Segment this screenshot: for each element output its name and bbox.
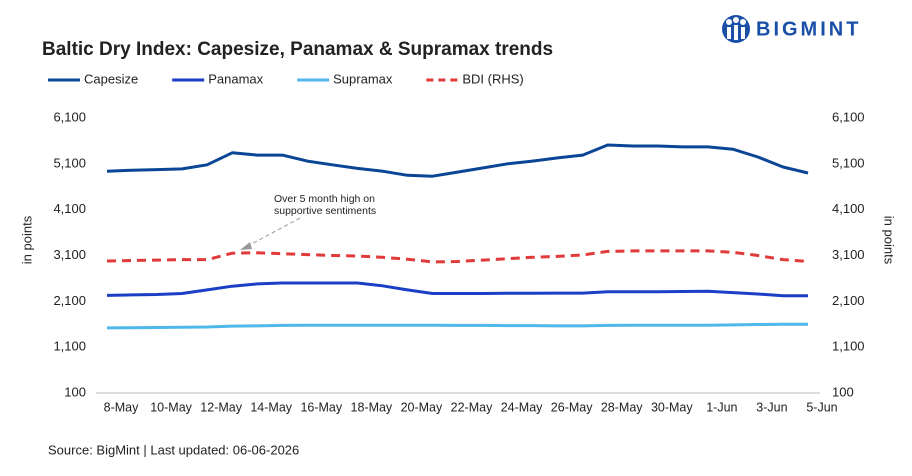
series-line — [106, 249, 809, 264]
x-tick-label: 22-May — [451, 400, 493, 414]
y2-tick-label: 4,100 — [832, 201, 865, 216]
source-note: Source: BigMint | Last updated: 06-06-20… — [48, 442, 299, 457]
x-tick-label: 10-May — [150, 400, 192, 414]
logo-text: BIGMINT — [756, 18, 861, 40]
series-line — [106, 143, 809, 178]
y2-tick-label: 3,100 — [832, 247, 865, 262]
y-tick-label: 6,100 — [53, 109, 86, 124]
x-tick-label: 16-May — [300, 400, 342, 414]
y2-tick-label: 1,100 — [832, 339, 865, 354]
y2-tick-label: 2,100 — [832, 293, 865, 308]
y2-tick-label: 100 — [832, 384, 854, 399]
y-tick-label: 2,100 — [53, 293, 86, 308]
logo-icon — [722, 15, 750, 43]
x-tick-label: 12-May — [200, 400, 242, 414]
x-tick-label: 24-May — [501, 400, 543, 414]
legend-label: Capesize — [84, 71, 138, 86]
y-tick-label: 5,100 — [53, 155, 86, 170]
y-axis-label: in points — [19, 215, 34, 264]
legend-label: Panamax — [208, 71, 263, 86]
y2-axis-label: in points — [882, 216, 897, 265]
x-tick-label: 5-Jun — [806, 400, 837, 414]
y2-tick-label: 5,100 — [832, 155, 865, 170]
y-tick-label: 4,100 — [53, 201, 86, 216]
y-tick-label: 3,100 — [53, 247, 86, 262]
annotation-line: supportive sentiments — [274, 205, 376, 217]
x-tick-label: 3-Jun — [756, 400, 787, 414]
x-tick-label: 1-Jun — [706, 400, 737, 414]
x-tick-label: 28-May — [601, 400, 643, 414]
x-tick-label: 18-May — [351, 400, 393, 414]
chart-title: Baltic Dry Index: Capesize, Panamax & Su… — [42, 39, 553, 60]
x-tick-label: 30-May — [651, 400, 693, 414]
y-tick-label: 1,100 — [53, 339, 86, 354]
series-line — [106, 281, 808, 298]
legend-label: Supramax — [333, 71, 393, 86]
x-tick-label: 20-May — [401, 400, 443, 414]
y2-tick-label: 6,100 — [832, 109, 865, 124]
x-tick-label: 14-May — [250, 400, 292, 414]
y-tick-label: 100 — [64, 384, 86, 399]
annotation-arrow — [240, 217, 301, 250]
annotation-line: Over 5 month high on — [274, 193, 375, 205]
series-line — [106, 322, 808, 330]
x-tick-label: 26-May — [551, 400, 593, 414]
x-tick-label: 8-May — [104, 400, 139, 414]
legend-label: BDI (RHS) — [462, 71, 523, 86]
